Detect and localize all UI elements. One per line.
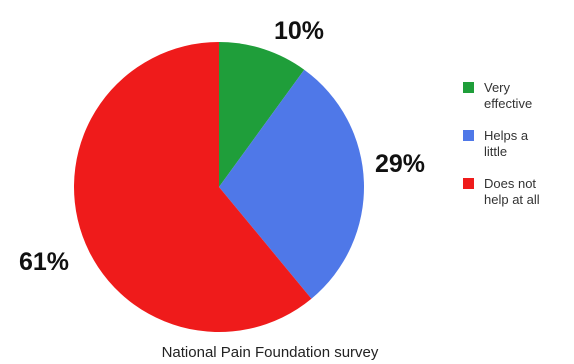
legend-swatch-very-effective (463, 82, 474, 93)
pie-slice-very-effective (219, 42, 305, 187)
legend-label-helps-a-little-line1: Helps a (484, 128, 529, 143)
pie-slice-labels: 10% 29% 61% (19, 17, 425, 276)
slice-label-does-not-help: 61% (19, 248, 69, 276)
pie-slice-does-not-help (73, 42, 312, 332)
pie-slice-helps-a-little (219, 69, 365, 299)
source-caption: National Pain Foundation survey (162, 344, 379, 361)
legend-label-does-not-help-line2: help at all (484, 192, 540, 207)
legend-item-very-effective: Very effective (463, 80, 532, 111)
legend-swatch-helps-a-little (463, 130, 474, 141)
slice-label-very-effective: 10% (274, 17, 324, 45)
legend-label-very-effective-line1: Very (484, 80, 511, 95)
legend-label-helps-a-little-line2: little (484, 144, 507, 159)
legend-item-helps-a-little: Helps a little (463, 128, 529, 159)
legend-swatch-does-not-help (463, 178, 474, 189)
legend-label-very-effective-line2: effective (484, 96, 532, 111)
pie-slices (73, 42, 365, 332)
chart-legend: Very effective Helps a little Does not h… (463, 80, 540, 207)
slice-label-helps-a-little: 29% (375, 150, 425, 178)
legend-label-does-not-help-line1: Does not (484, 176, 536, 191)
legend-item-does-not-help: Does not help at all (463, 176, 540, 207)
